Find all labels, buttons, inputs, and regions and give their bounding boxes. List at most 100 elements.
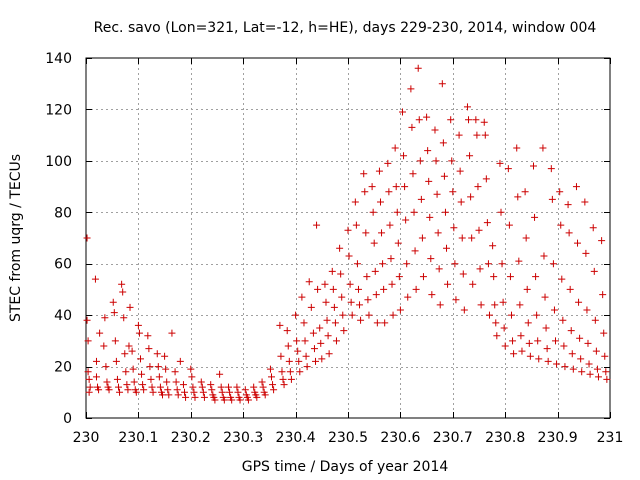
y-tick-label: 60: [54, 257, 72, 273]
data-point: [305, 278, 313, 286]
data-point: [236, 396, 244, 404]
data-point: [188, 373, 196, 381]
data-point: [339, 311, 347, 319]
x-tick-label: 230: [73, 430, 100, 446]
data-point: [485, 311, 493, 319]
data-point: [506, 273, 514, 281]
data-point: [84, 337, 92, 345]
data-point: [146, 363, 154, 371]
data-point: [594, 373, 602, 381]
data-point: [529, 162, 537, 170]
data-point: [417, 195, 425, 203]
data-point: [329, 285, 337, 293]
data-point: [128, 347, 136, 355]
data-point: [481, 131, 489, 139]
data-point: [139, 381, 147, 389]
data-point: [198, 383, 206, 391]
y-tick-label: 0: [63, 411, 72, 427]
data-point: [174, 391, 182, 399]
data-point: [415, 116, 423, 124]
data-point: [444, 280, 452, 288]
data-point: [266, 365, 274, 373]
data-point: [138, 370, 146, 378]
data-point: [539, 144, 547, 152]
data-point: [380, 285, 388, 293]
data-point: [165, 391, 173, 399]
data-point: [83, 316, 91, 324]
data-point: [284, 342, 292, 350]
data-point: [578, 368, 586, 376]
data-point: [313, 221, 321, 229]
data-point: [584, 339, 592, 347]
data-point: [258, 378, 266, 386]
data-point: [317, 339, 325, 347]
data-point: [155, 373, 163, 381]
data-point: [603, 375, 611, 383]
data-point: [560, 342, 568, 350]
data-point: [261, 391, 269, 399]
data-point: [121, 350, 129, 358]
data-point: [517, 332, 525, 340]
data-point: [287, 375, 295, 383]
data-point: [322, 298, 330, 306]
x-tick-label: 230.2: [171, 430, 211, 446]
data-point: [84, 368, 92, 376]
data-point: [181, 388, 189, 396]
data-point: [473, 131, 481, 139]
data-point: [572, 183, 580, 191]
data-point: [233, 383, 241, 391]
grid-lines: [86, 58, 610, 418]
x-tick-label: 230.1: [118, 430, 158, 446]
data-point: [540, 252, 548, 260]
data-point: [598, 237, 606, 245]
data-point: [283, 327, 291, 335]
data-point: [393, 208, 401, 216]
data-point: [521, 188, 529, 196]
data-point: [565, 229, 573, 237]
data-point: [412, 285, 420, 293]
data-point: [381, 319, 389, 327]
data-point: [331, 319, 339, 327]
data-point: [83, 234, 91, 242]
x-tick-label: 230.7: [433, 430, 473, 446]
data-point: [187, 365, 195, 373]
data-point: [497, 208, 505, 216]
data-point: [388, 280, 396, 288]
data-point: [475, 226, 483, 234]
data-point: [484, 260, 492, 268]
data-point: [179, 381, 187, 389]
data-point: [286, 368, 294, 376]
data-point: [132, 388, 140, 396]
data-point: [125, 342, 133, 350]
data-point: [498, 260, 506, 268]
x-tick-label: 230.9: [538, 430, 578, 446]
data-point: [474, 183, 482, 191]
data-point: [468, 234, 476, 242]
data-point: [190, 388, 198, 396]
data-point: [330, 303, 338, 311]
data-point: [433, 190, 441, 198]
data-point: [153, 350, 161, 358]
data-point: [544, 357, 552, 365]
data-point: [269, 381, 277, 389]
y-tick-label: 40: [54, 308, 72, 324]
data-point: [472, 116, 480, 124]
data-point: [351, 198, 359, 206]
data-point: [140, 386, 148, 394]
data-point: [338, 293, 346, 301]
data-point: [316, 324, 324, 332]
data-point: [592, 347, 600, 355]
data-point: [601, 352, 609, 360]
data-point: [576, 334, 584, 342]
data-point: [113, 375, 121, 383]
data-point: [424, 147, 432, 155]
data-point: [112, 357, 120, 365]
data-point: [386, 221, 394, 229]
data-point: [569, 365, 577, 373]
y-tick-label: 140: [45, 51, 72, 67]
data-point: [379, 260, 387, 268]
data-point: [491, 301, 499, 309]
data-point: [163, 378, 171, 386]
data-point: [340, 327, 348, 335]
data-point: [514, 193, 522, 201]
